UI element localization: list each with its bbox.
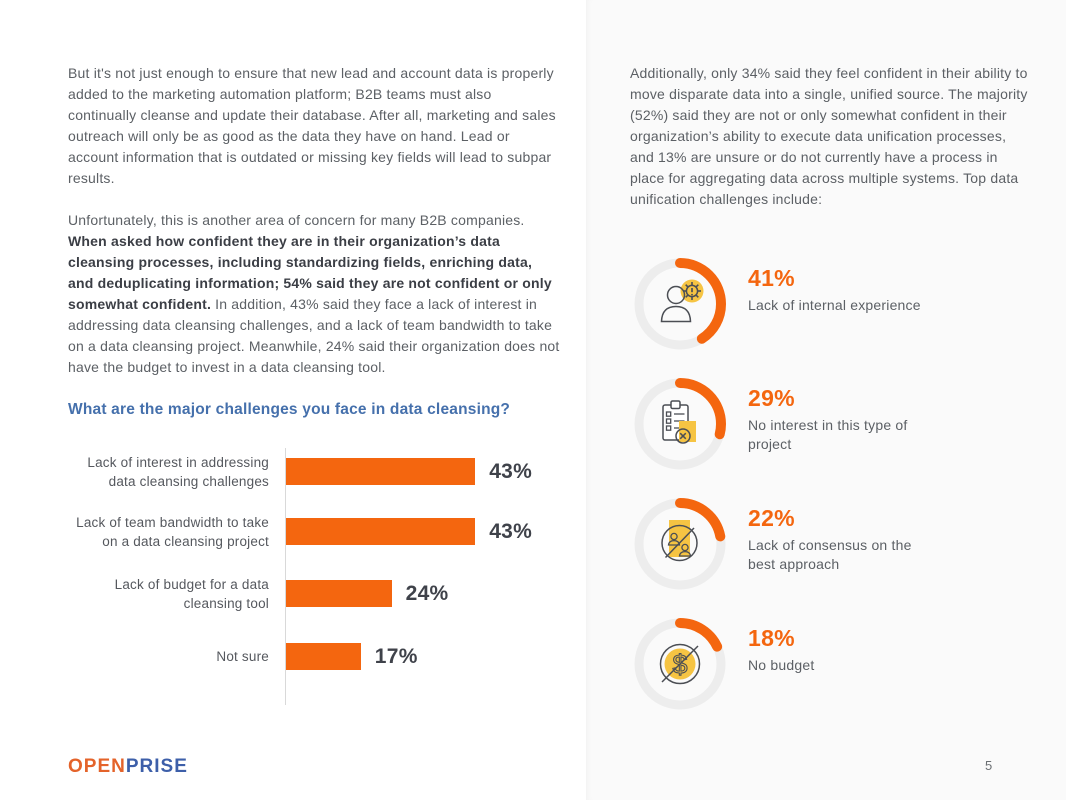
stat-text: 41% Lack of internal experience [748, 254, 921, 354]
right-page: Additionally, only 34% said they feel co… [586, 0, 1066, 800]
left-page: But it's not just enough to ensure that … [68, 65, 568, 778]
paragraph-confidence-tail: In addition, 43% said they face a lack o… [68, 296, 560, 375]
chart-bar-value: 43% [489, 459, 533, 483]
chart-row: Lack of interest in addressing data clea… [68, 455, 533, 489]
stat-percent: 22% [748, 505, 795, 531]
stat-text: 29% No interest in this type of project [748, 374, 928, 474]
person-gear-icon [660, 279, 704, 323]
paragraph-confidence-lead: Unfortunately, this is another area of c… [68, 212, 525, 228]
page-number: 5 [985, 758, 993, 773]
donut-ring [630, 254, 730, 354]
chart-category-label: Lack of team bandwidth to take on a data… [76, 514, 269, 549]
chart-bar [286, 518, 476, 545]
no-consensus-icon [661, 520, 698, 562]
chart-row: Not sure 17% [68, 643, 418, 670]
stat-row-internal-experience: 41% Lack of internal experience [630, 254, 921, 354]
stat-label: No interest in this type of project [748, 417, 908, 452]
stat-percent: 41% [748, 265, 795, 291]
chart-bar [286, 458, 476, 485]
paragraph-unification: Additionally, only 34% said they feel co… [630, 65, 1028, 207]
chart-axis-line [285, 448, 286, 705]
openprise-logo: OPENPRISE [68, 756, 188, 778]
donut-ring-svg [634, 378, 726, 470]
chart-category-label: Lack of budget for a data cleansing tool [114, 576, 269, 611]
paragraph-confidence: Unfortunately, this is another area of c… [68, 210, 560, 378]
stat-label: No budget [748, 657, 815, 673]
donut-ring [630, 374, 730, 474]
stat-row-no-interest: 29% No interest in this type of project [630, 374, 928, 474]
no-budget-icon: $ [659, 643, 701, 685]
chart-row: Lack of budget for a data cleansing tool… [68, 577, 449, 611]
stat-row-no-consensus: 22% Lack of consensus on the best approa… [630, 494, 928, 594]
clipboard-x-icon [662, 400, 696, 444]
logo-text-prise: PRISE [125, 756, 188, 777]
donut-ring [630, 494, 730, 594]
chart-bar-value: 24% [405, 581, 449, 605]
donut-ring-svg [634, 258, 726, 350]
bar-chart: Lack of interest in addressing data clea… [68, 448, 568, 708]
logo-text-open: OPEN [68, 756, 126, 777]
chart-title: What are the major challenges you face i… [68, 401, 511, 418]
chart-category-label: Lack of interest in addressing data clea… [87, 454, 269, 489]
stat-percent: 18% [748, 625, 795, 651]
stat-label: Lack of internal experience [748, 297, 921, 313]
stat-text: 18% No budget [748, 614, 814, 714]
donut-ring-svg [634, 498, 726, 590]
chart-category-label: Not sure [216, 649, 269, 664]
donut-ring: $ [630, 614, 730, 714]
chart-bar-value: 17% [374, 644, 418, 668]
stat-label: Lack of consensus on the best approach [748, 537, 912, 572]
stat-row-no-budget: $ 18% No budget [630, 614, 814, 714]
paragraph-lead-data: But it's not just enough to ensure that … [68, 65, 556, 186]
stat-percent: 29% [748, 385, 795, 411]
paragraph-confidence-bold: When asked how confident they are in the… [68, 233, 552, 312]
donut-ring-svg [634, 618, 726, 710]
chart-bar-value: 43% [489, 519, 533, 543]
chart-bar [286, 580, 392, 607]
stat-text: 22% Lack of consensus on the best approa… [748, 494, 928, 594]
chart-bar [286, 643, 361, 670]
chart-row: Lack of team bandwidth to take on a data… [68, 515, 533, 549]
